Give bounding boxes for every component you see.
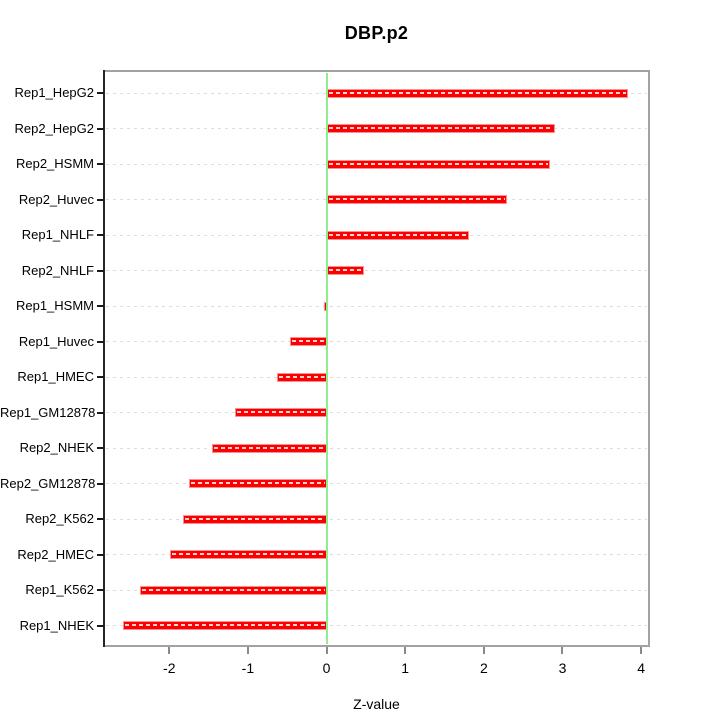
zero-reference-line	[325, 73, 328, 644]
y-axis-label: Rep1_K562	[25, 582, 94, 598]
y-axis-label: Rep2_HepG2	[14, 120, 95, 136]
x-axis-tick-label: 3	[558, 660, 567, 676]
y-axis-tick	[97, 340, 104, 343]
y-axis-label: Rep2_NHLF	[21, 262, 94, 278]
y-axis-label: Rep1_HMEC	[17, 369, 94, 385]
bar-dash-pattern	[328, 127, 553, 130]
plot-border	[103, 70, 650, 647]
bar-dash-pattern	[328, 91, 626, 94]
y-axis-label: Rep1_HepG2	[14, 85, 95, 100]
x-axis-tick	[246, 647, 249, 654]
y-axis-tick	[97, 92, 104, 94]
x-axis-tick	[404, 647, 407, 654]
x-axis-tick	[168, 647, 171, 654]
gridline	[106, 447, 647, 449]
y-axis-tick	[97, 234, 104, 237]
y-axis-tick	[97, 198, 104, 201]
y-axis-label: Rep2_NHEK	[19, 440, 94, 456]
bar-dash-pattern	[279, 375, 325, 378]
y-axis-tick	[97, 482, 104, 485]
bar-dash-pattern	[237, 411, 325, 414]
y-axis-tick	[97, 305, 104, 308]
bar-dash-pattern	[185, 517, 325, 520]
y-axis-label: Rep1_HSMM	[15, 298, 94, 314]
y-axis-label: Rep1_Huvec	[18, 333, 94, 349]
bar-dash-pattern	[328, 162, 548, 165]
gridline	[106, 589, 647, 591]
gridline	[106, 554, 647, 556]
gridline	[106, 625, 647, 627]
bar-dash-pattern	[328, 269, 362, 272]
bar-dash-pattern	[172, 553, 325, 556]
x-axis-tick-label: -2	[163, 660, 176, 676]
x-axis-tick	[482, 647, 485, 654]
y-axis-label: Rep2_HMEC	[17, 546, 94, 562]
x-axis-tick-label: 2	[479, 660, 488, 676]
y-axis-tick	[97, 269, 104, 272]
y-axis-line	[103, 70, 105, 647]
y-axis-label: Rep2_HSMM	[15, 156, 94, 172]
gridline	[106, 412, 647, 414]
x-axis-tick-label: 1	[401, 660, 410, 676]
bar-dash-pattern	[190, 482, 325, 485]
y-axis-tick	[97, 376, 104, 379]
chart-title: DBP.p2	[344, 23, 409, 43]
x-axis-tick-label: 0	[322, 660, 331, 676]
y-axis-label: Rep2_K562	[25, 511, 94, 527]
x-axis-tick	[325, 647, 328, 654]
gridline	[106, 270, 647, 272]
y-axis-label: Rep2_Huvec	[18, 191, 94, 207]
y-axis-tick	[97, 518, 104, 521]
gridline	[106, 518, 647, 520]
y-axis-tick	[97, 163, 104, 166]
y-axis-tick	[97, 127, 104, 130]
x-axis-title: Z-value	[353, 696, 400, 712]
x-axis-tick-label: 4	[637, 660, 646, 676]
gridline	[106, 305, 647, 307]
bar-dash-pattern	[328, 233, 467, 236]
gridline	[106, 341, 647, 343]
bar-dash-pattern	[142, 588, 325, 591]
y-axis-tick	[97, 553, 104, 556]
y-axis-tick	[97, 447, 104, 450]
bar-dash-pattern	[213, 446, 325, 449]
y-axis-tick	[97, 624, 104, 627]
gridline	[106, 376, 647, 378]
y-axis-label: Rep2_GM12878	[0, 475, 96, 491]
bar-dash-pattern	[124, 624, 325, 627]
x-axis-tick	[561, 647, 564, 654]
bar-dash-pattern	[292, 340, 325, 343]
y-axis-label: Rep1_NHLF	[21, 227, 94, 243]
gridline	[106, 483, 647, 485]
x-axis-tick	[640, 647, 643, 654]
y-axis-tick	[97, 589, 104, 592]
y-axis-label: Rep1_GM12878	[0, 404, 96, 420]
x-axis-tick-label: -1	[241, 660, 255, 676]
bar-dash-pattern	[328, 198, 505, 201]
y-axis-tick	[97, 411, 104, 414]
y-axis-label: Rep1_NHEK	[19, 617, 94, 633]
